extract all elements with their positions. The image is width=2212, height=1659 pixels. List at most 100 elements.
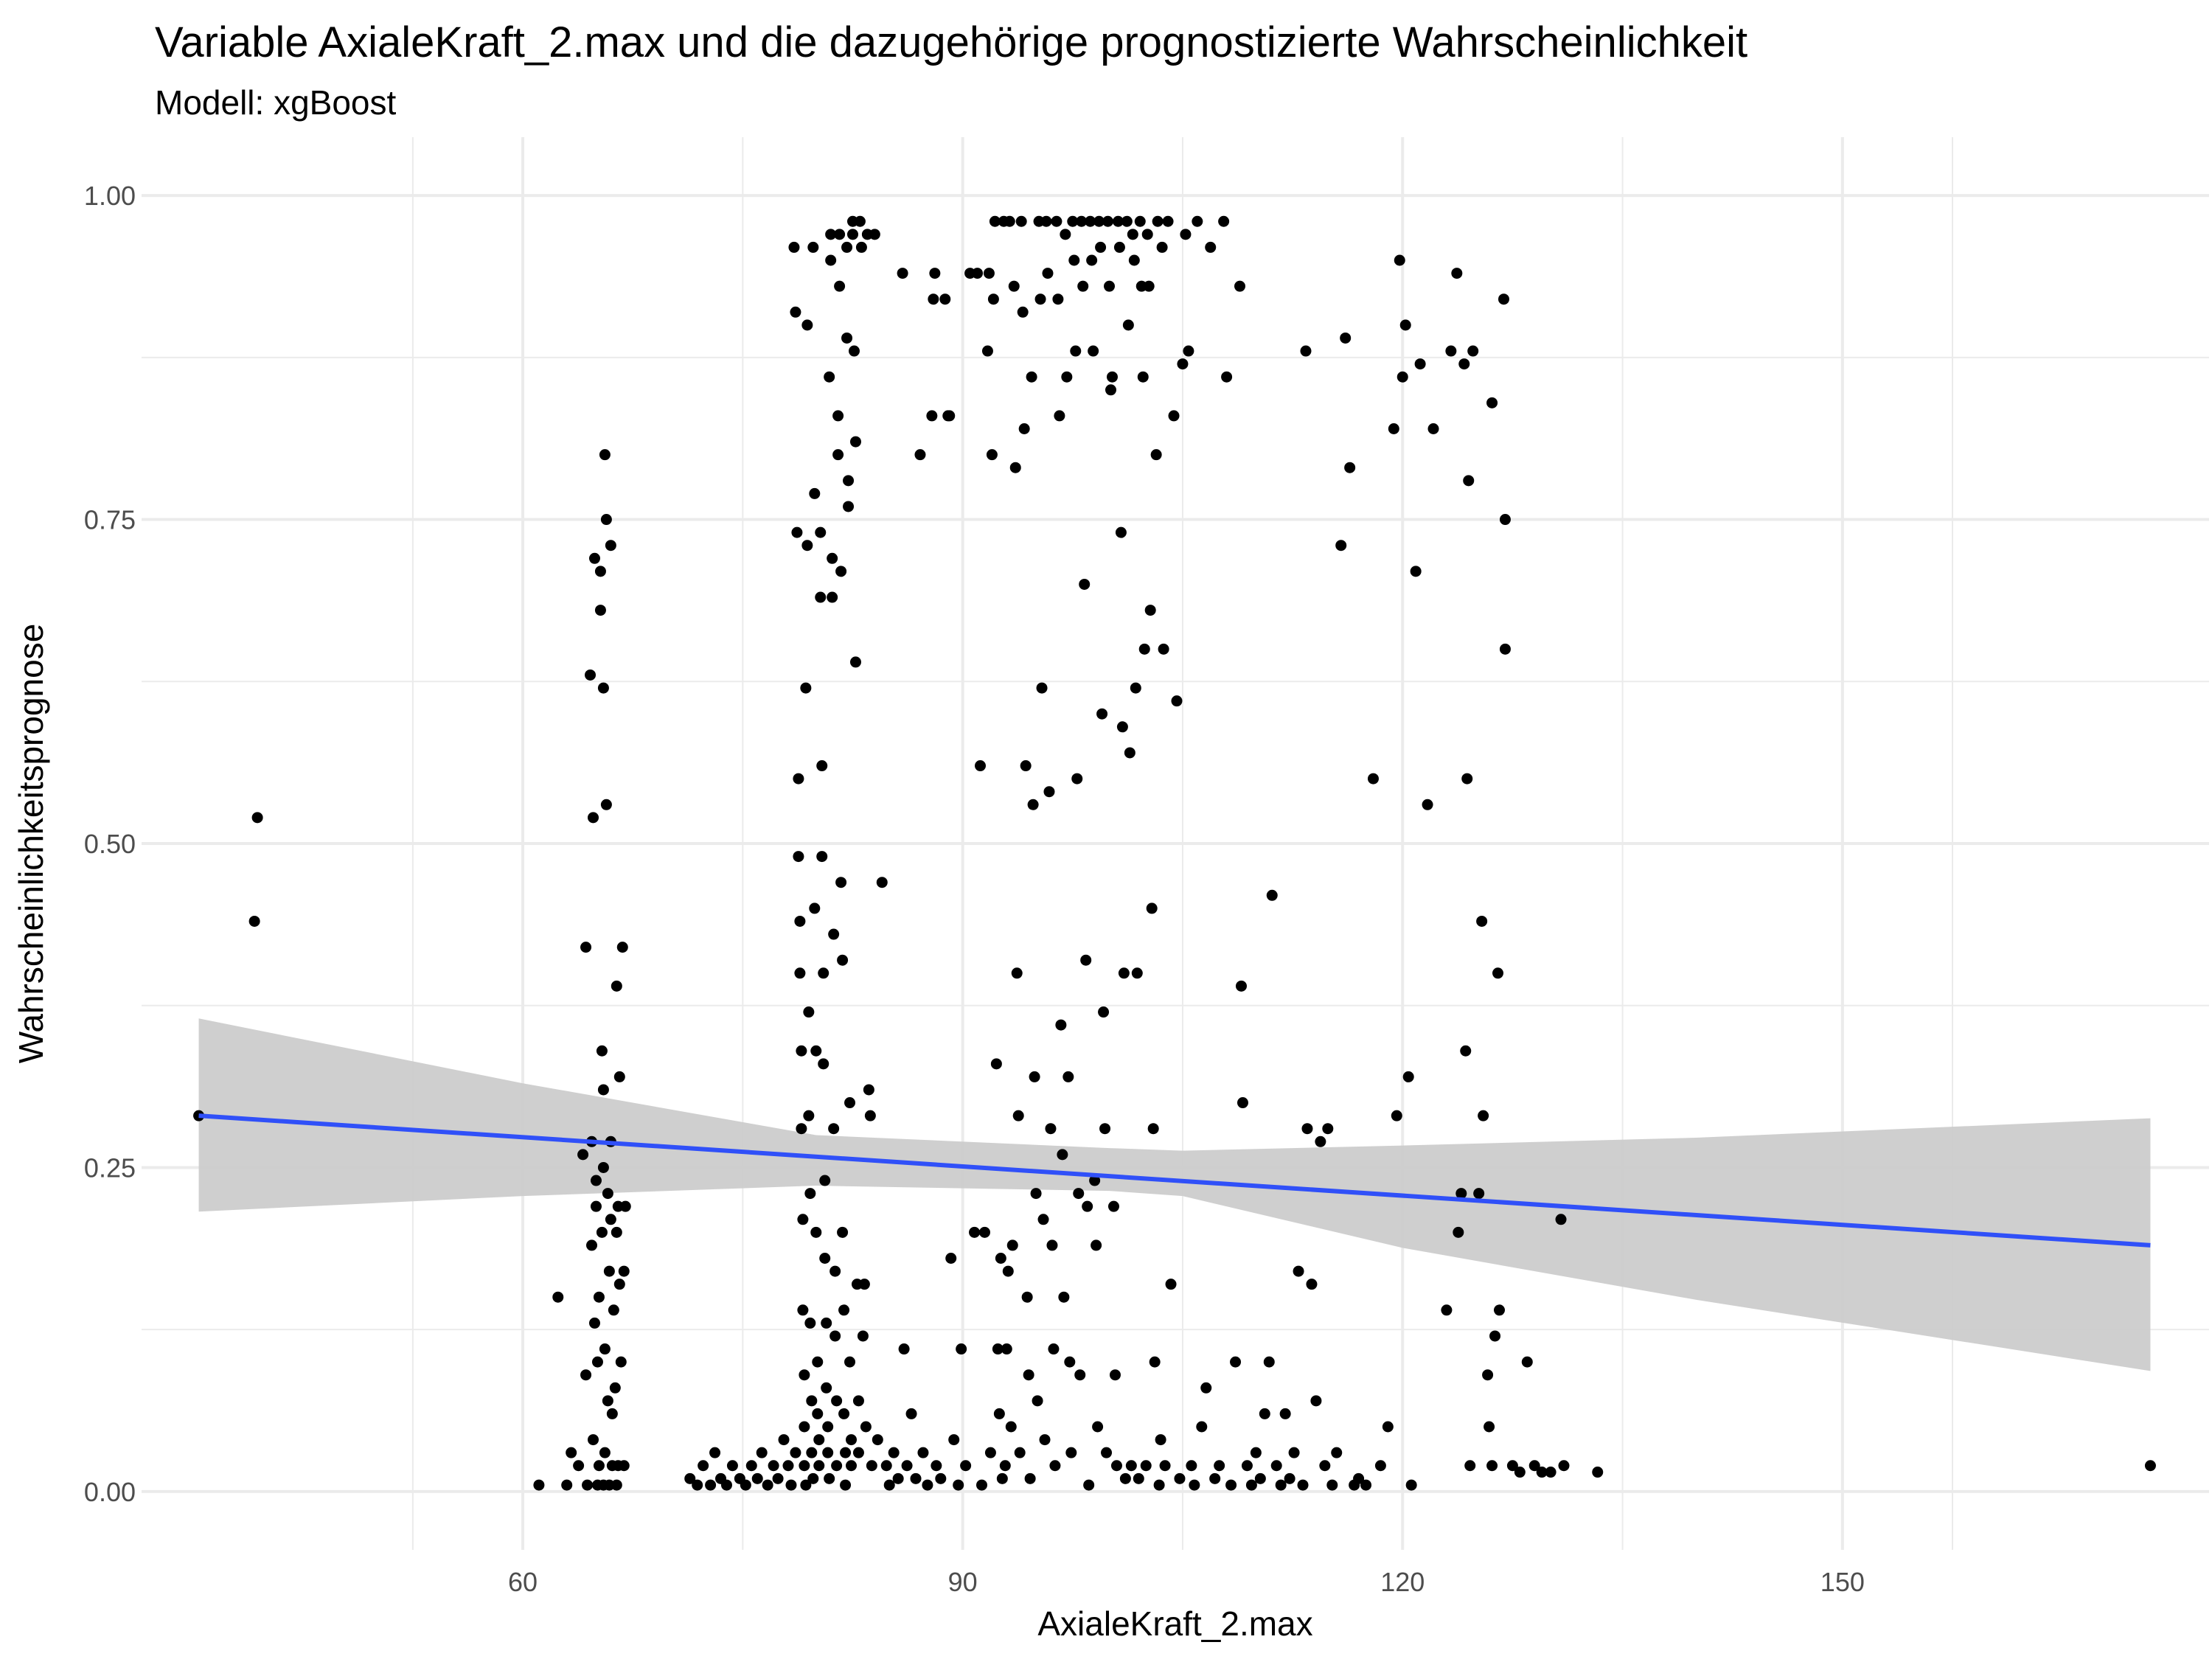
data-point xyxy=(597,682,609,694)
data-point xyxy=(1499,643,1511,655)
data-point xyxy=(1482,1369,1494,1381)
data-point xyxy=(880,1460,892,1472)
data-point xyxy=(1104,280,1116,292)
data-point xyxy=(1088,345,1099,357)
data-point xyxy=(1158,643,1169,655)
data-point xyxy=(816,851,828,863)
data-point xyxy=(2144,1460,2156,1472)
data-point xyxy=(827,591,838,603)
data-point xyxy=(1555,1214,1567,1225)
data-point xyxy=(926,410,938,422)
data-point xyxy=(613,1279,625,1290)
data-point xyxy=(978,1226,990,1238)
data-point xyxy=(1012,1110,1024,1121)
data-point xyxy=(860,1421,872,1433)
data-point xyxy=(1121,215,1133,227)
data-point xyxy=(990,1058,1002,1070)
data-point xyxy=(1102,215,1114,227)
data-point xyxy=(1091,1239,1102,1251)
data-point xyxy=(1107,1200,1119,1212)
data-point xyxy=(251,812,263,824)
data-point xyxy=(929,268,941,279)
data-point xyxy=(972,268,984,279)
data-point xyxy=(1489,1330,1501,1342)
data-point xyxy=(533,1479,545,1491)
data-point xyxy=(1230,1356,1242,1368)
data-point xyxy=(726,1460,738,1472)
data-point xyxy=(1263,1356,1275,1368)
data-point xyxy=(869,229,880,240)
data-point xyxy=(1141,229,1153,240)
data-point xyxy=(813,1434,825,1446)
data-point xyxy=(897,268,908,279)
data-point xyxy=(248,915,260,927)
data-point xyxy=(603,1265,615,1277)
data-point xyxy=(1086,254,1098,266)
data-point xyxy=(586,1239,598,1251)
data-point xyxy=(806,1395,818,1407)
data-point xyxy=(803,1110,815,1121)
data-point xyxy=(813,1460,825,1472)
data-point xyxy=(815,526,827,538)
data-point xyxy=(799,1369,810,1381)
data-point xyxy=(1514,1467,1526,1478)
data-point xyxy=(602,1188,613,1200)
data-point xyxy=(1414,358,1426,370)
data-point xyxy=(1478,1110,1489,1121)
data-point xyxy=(989,215,1001,227)
data-point xyxy=(1052,293,1064,305)
data-point xyxy=(981,345,993,357)
data-point xyxy=(846,1460,858,1472)
data-point xyxy=(825,229,837,240)
data-point xyxy=(1476,915,1488,927)
data-point xyxy=(892,1472,904,1484)
data-point xyxy=(1374,1460,1386,1472)
data-point xyxy=(1288,1447,1300,1458)
data-point xyxy=(969,1226,981,1238)
data-point xyxy=(1391,1110,1402,1121)
data-point xyxy=(1284,1472,1295,1484)
data-point xyxy=(1023,1369,1034,1381)
data-point xyxy=(1054,410,1065,422)
data-point xyxy=(616,942,628,953)
data-point xyxy=(1235,980,1247,992)
data-point xyxy=(1402,1071,1414,1082)
data-point xyxy=(1506,1460,1518,1472)
data-point xyxy=(1125,1460,1137,1472)
data-point xyxy=(1036,682,1048,694)
y-tick-label: 0.50 xyxy=(84,829,136,859)
data-point xyxy=(1067,215,1079,227)
data-point xyxy=(588,1317,600,1329)
data-point xyxy=(828,1123,840,1135)
data-point xyxy=(914,449,926,461)
chart-subtitle: Modell: xgBoost xyxy=(155,83,397,122)
data-point xyxy=(1360,1479,1372,1491)
data-point xyxy=(825,254,837,266)
data-point xyxy=(1498,293,1509,305)
data-point xyxy=(812,1408,824,1419)
data-point xyxy=(1092,1421,1104,1433)
data-point xyxy=(1180,229,1192,240)
data-point xyxy=(1034,293,1046,305)
data-point xyxy=(796,1045,807,1057)
data-point xyxy=(1115,526,1127,538)
data-point xyxy=(905,1408,917,1419)
data-point xyxy=(611,980,622,992)
data-point xyxy=(834,229,846,240)
data-point xyxy=(1221,371,1233,383)
data-point xyxy=(1101,1447,1113,1458)
data-point xyxy=(945,1252,957,1264)
data-point xyxy=(1245,1479,1257,1491)
data-point xyxy=(590,1175,602,1186)
data-point xyxy=(794,915,806,927)
data-point xyxy=(901,1460,913,1472)
data-point xyxy=(782,1460,794,1472)
data-point xyxy=(1077,280,1089,292)
data-point xyxy=(1119,1472,1131,1484)
data-point xyxy=(794,967,806,979)
data-point xyxy=(613,1071,625,1082)
data-point xyxy=(1293,1265,1304,1277)
data-point xyxy=(790,1447,801,1458)
data-point xyxy=(841,332,853,344)
data-point xyxy=(799,1421,810,1433)
